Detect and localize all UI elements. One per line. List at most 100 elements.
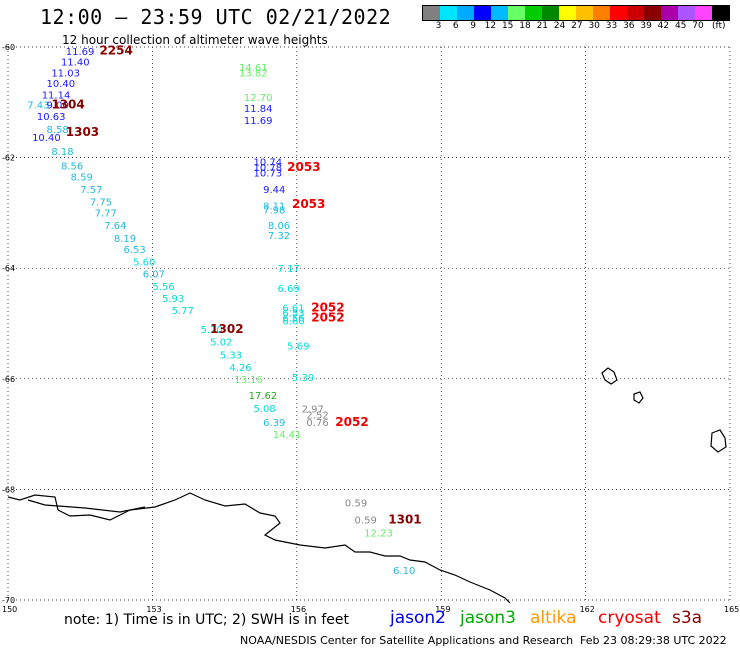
color-legend (422, 5, 730, 21)
lat-tick-label: -64 (2, 264, 15, 273)
wave-height-label: 5.56 (152, 282, 174, 293)
wave-height-label: 7.17 (278, 264, 300, 275)
wave-height-label: 8.11 (263, 202, 285, 213)
wave-height-label: 8.19 (114, 234, 136, 245)
wave-height-label: 5.39 (292, 373, 314, 384)
lon-tick-label: 162 (580, 605, 595, 614)
lon-tick-label: 165 (724, 605, 739, 614)
mission-label-jason2: jason2 (390, 608, 446, 628)
legend-swatch (559, 6, 576, 20)
island-3 (710, 429, 727, 453)
wave-height-label: 8.58 (47, 125, 69, 136)
wave-height-label: 0.59 (355, 515, 377, 526)
legend-label: 33 (605, 21, 618, 31)
antarctic-coastline (7, 492, 511, 604)
legend-swatch (440, 6, 457, 20)
footer-note: note: 1) Time is in UTC; 2) SWH is in fe… (64, 612, 350, 628)
wave-height-label: 7.32 (268, 231, 290, 242)
page-subtitle: 12 hour collection of altimeter wave hei… (62, 33, 328, 47)
ice-shelf-tongue (27, 499, 146, 513)
wave-height-label: 10.40 (47, 79, 76, 90)
wave-height-label: 5.08 (253, 404, 275, 415)
pass-time-label: 2052 (311, 300, 344, 314)
wave-height-label: 2.97 (302, 405, 324, 416)
wave-height-label: 13.16 (234, 375, 263, 386)
credit-text: NOAA/NESDIS Center for Satellite Applica… (240, 634, 574, 647)
wave-height-label: 7.98 (263, 206, 285, 217)
legend-unit: (ft) (712, 21, 726, 31)
coastline (7, 367, 727, 604)
wave-height-label: 10.78 (253, 163, 282, 174)
lat-tick-label: -60 (2, 43, 15, 52)
mission-label-altika: altika (530, 608, 577, 628)
legend-label: 12 (484, 21, 497, 31)
mission-label-cryosat: cryosat (598, 608, 661, 628)
page-title: 12:00 — 23:59 UTC 02/21/2022 (40, 5, 392, 29)
wave-height-label: 5.02 (210, 338, 232, 349)
pass-time-label: 1302 (210, 322, 243, 336)
pass-time-label: 2052 (311, 310, 344, 324)
legend-label: 39 (640, 21, 652, 31)
wave-height-label: 6.53 (282, 308, 304, 319)
wave-height-label: 12.70 (244, 93, 273, 104)
wave-height-label: 5.93 (162, 294, 184, 305)
lat-tick-label: -70 (2, 596, 15, 605)
legend-swatch (542, 6, 559, 20)
island-2 (633, 391, 644, 404)
wave-height-label: 6.60 (282, 317, 304, 328)
mission-label-s3a: s3a (672, 608, 703, 628)
pass-time-label: 2052 (335, 415, 368, 429)
lat-tick-label: -62 (2, 154, 15, 163)
wave-height-label: 5.20 (201, 325, 223, 336)
legend-label: 9 (470, 21, 476, 31)
pass-time-label: 2053 (287, 160, 320, 174)
wave-height-label: 13.82 (239, 68, 268, 79)
wave-height-label: 11.03 (51, 68, 80, 79)
legend-swatch (712, 6, 729, 20)
wave-height-label: 5.69 (287, 342, 309, 353)
wave-height-label: 6.56 (282, 313, 304, 324)
wave-height-label: 2.52 (306, 411, 328, 422)
wave-height-label: 7.75 (90, 197, 112, 208)
wave-height-label: 11.69 (66, 47, 95, 58)
wave-height-label: 5.33 (220, 350, 242, 361)
lon-tick-label: 159 (435, 605, 450, 614)
wave-height-label: 17.62 (249, 391, 278, 402)
legend-label: 18 (519, 21, 531, 31)
legend-label: 30 (588, 21, 600, 31)
legend-label: 27 (571, 21, 583, 31)
wave-height-label: 9.00 (47, 101, 69, 112)
wave-height-label: 11.69 (244, 116, 273, 127)
legend-swatch (678, 6, 695, 20)
mission-label-jason3: jason3 (460, 608, 516, 628)
wave-height-label: 14.61 (239, 63, 268, 74)
legend-swatch (491, 6, 508, 20)
legend-swatch (627, 6, 644, 20)
wave-height-label: 5.77 (172, 306, 194, 317)
wave-height-label: 8.59 (71, 172, 93, 183)
legend-label: 45 (674, 21, 687, 31)
pass-time-label: 2254 (99, 43, 132, 57)
wave-height-label: 8.18 (51, 147, 73, 158)
wave-height-label: 7.64 (104, 221, 126, 232)
wave-height-label: 12.23 (364, 529, 393, 540)
wave-height-label: 11.40 (61, 57, 90, 68)
wave-height-label: 10.63 (37, 112, 66, 123)
legend-swatch (576, 6, 593, 20)
wave-height-label: 6.39 (263, 418, 285, 429)
pass-time-label: 2053 (292, 197, 325, 211)
legend-swatch (644, 6, 661, 20)
wave-height-label: 7.77 (95, 208, 117, 219)
wave-height-label: 6.07 (143, 270, 165, 281)
legend-label: 3 (435, 21, 442, 31)
wave-height-label: 5.60 (133, 258, 155, 269)
lon-tick-label: 150 (2, 605, 17, 614)
lon-tick-label: 156 (291, 605, 306, 614)
legend-swatch (474, 6, 491, 20)
color-legend-labels: 3 6 9 12 15 18 21 24 27 30 33 36 39 42 45 70 (ft) (422, 21, 740, 33)
wave-height-label: 8.06 (268, 221, 290, 232)
pass-time-label: 1304 (51, 98, 84, 112)
